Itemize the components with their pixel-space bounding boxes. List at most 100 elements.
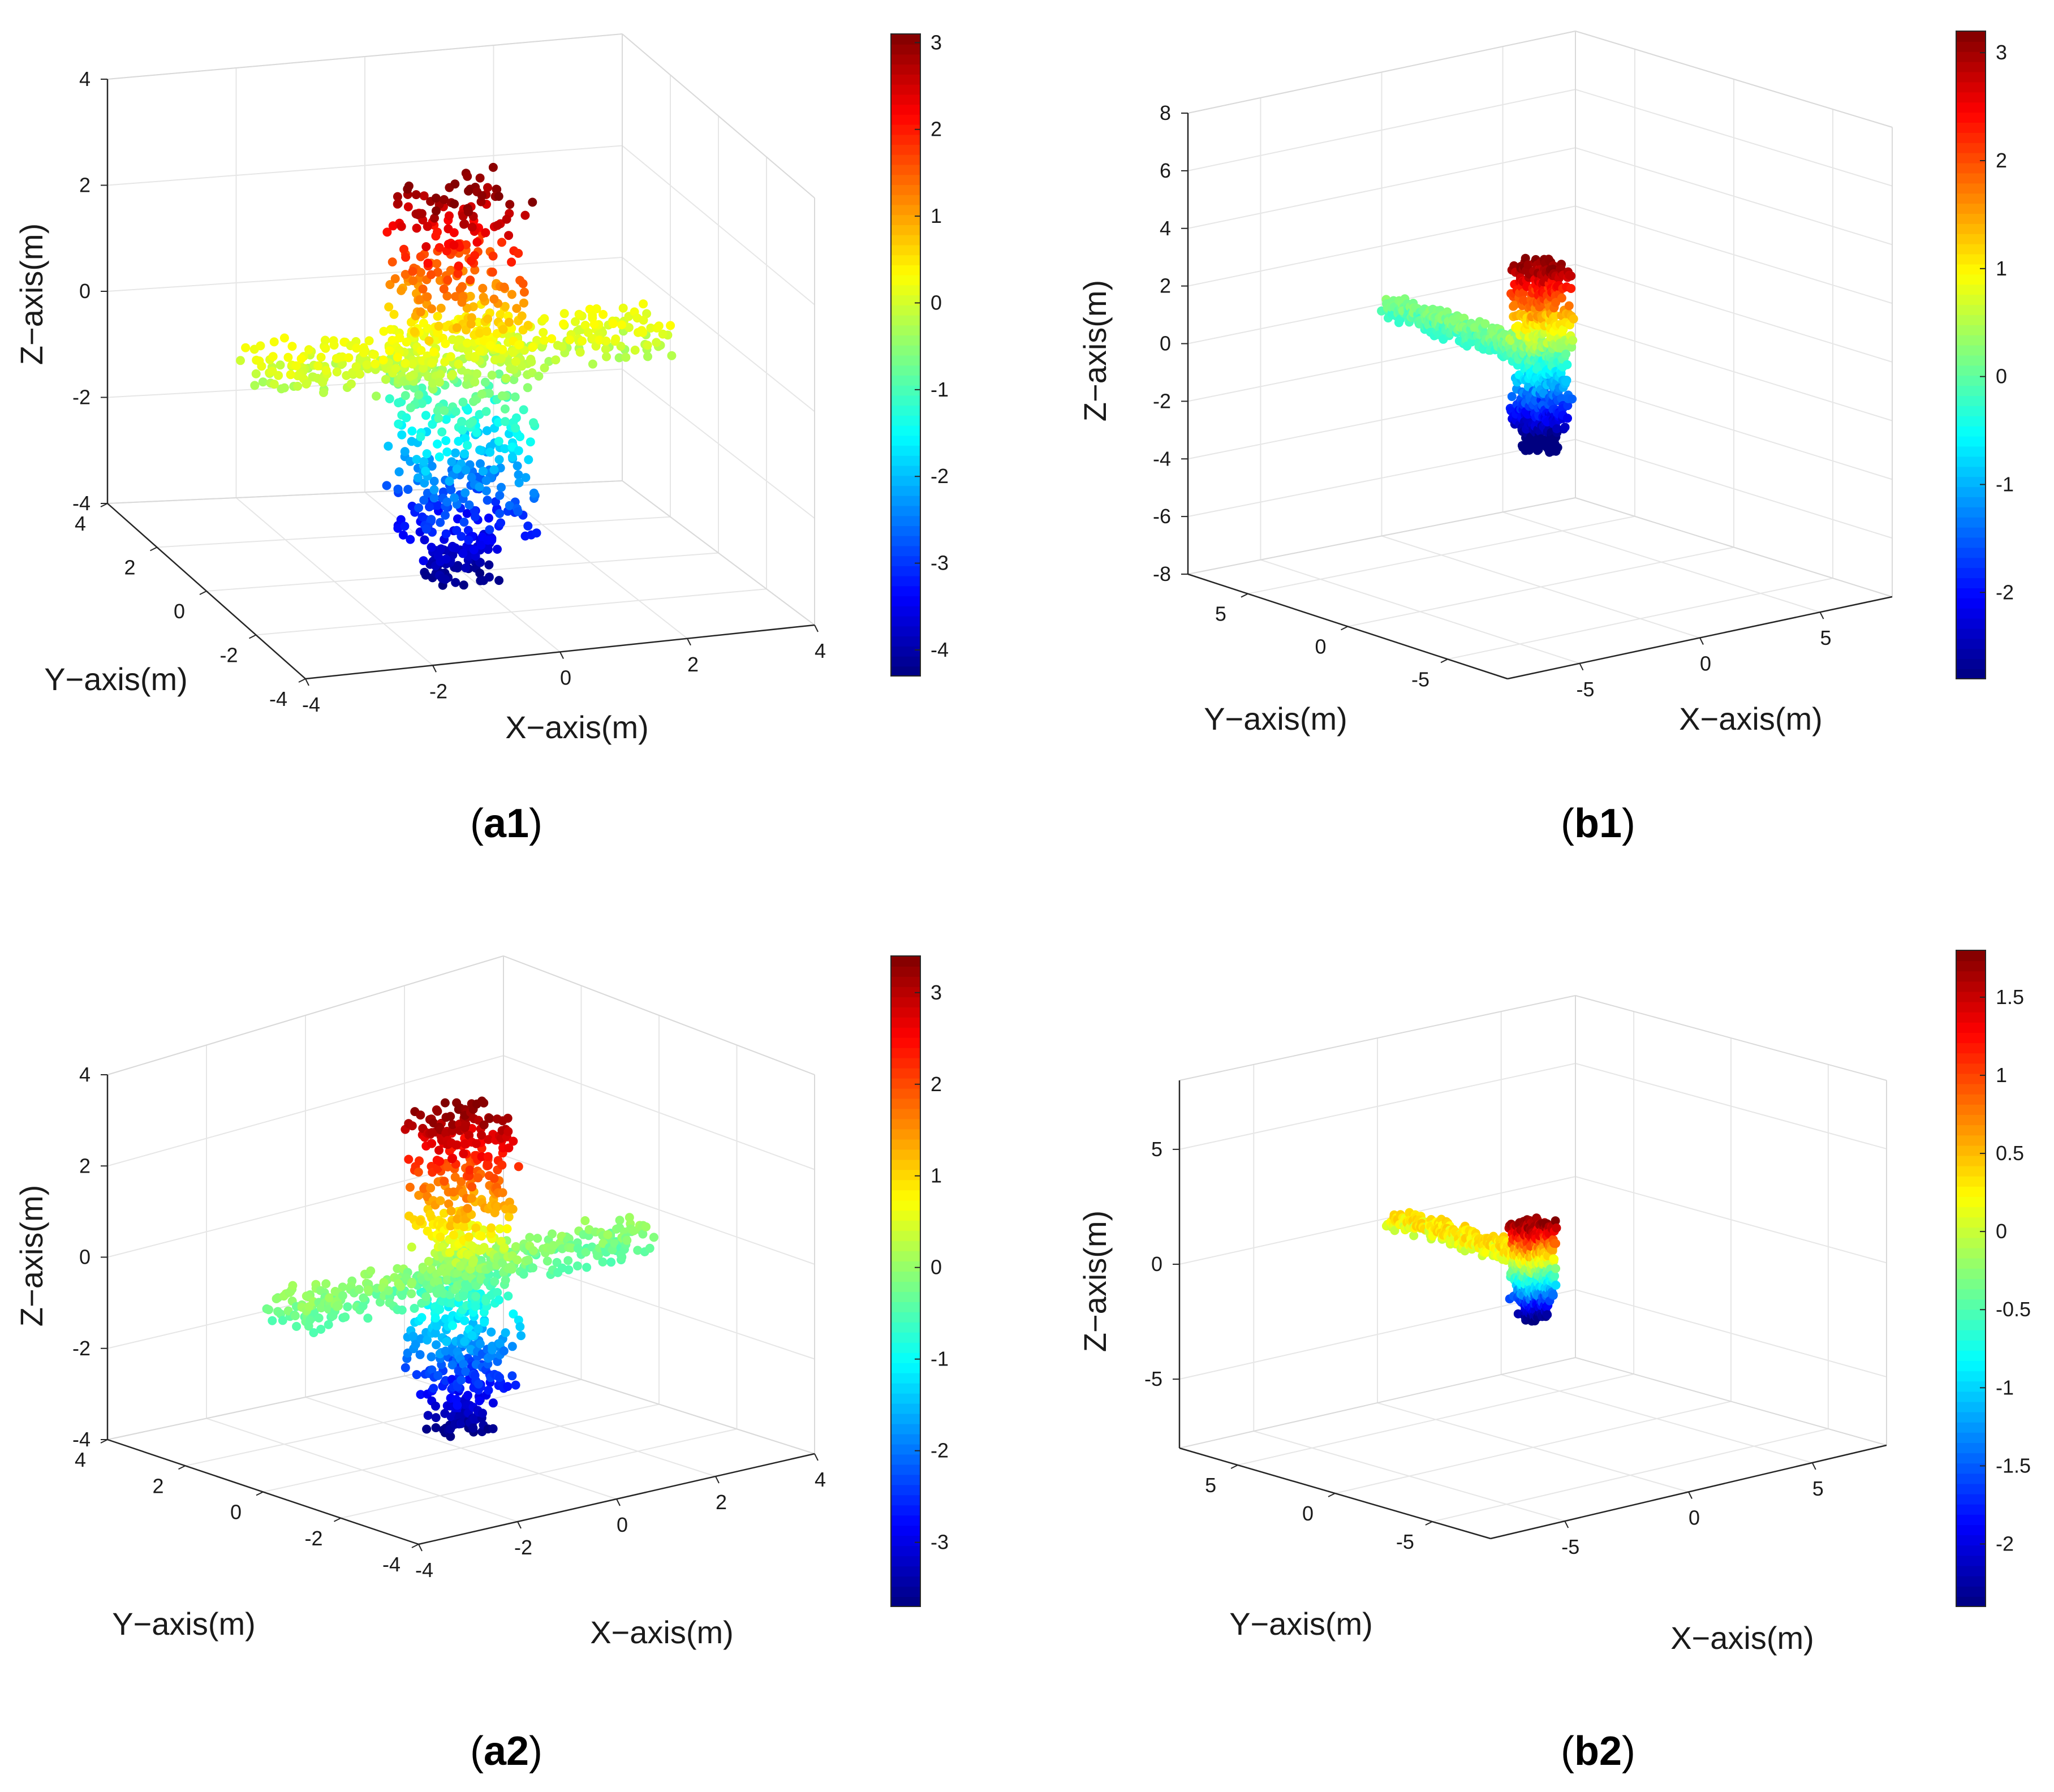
data-point bbox=[488, 251, 498, 261]
data-point bbox=[397, 430, 407, 440]
data-point bbox=[476, 1274, 486, 1284]
data-point bbox=[440, 195, 449, 204]
data-point bbox=[292, 1321, 302, 1331]
y-axis-label: Y−axis(m) bbox=[112, 1606, 256, 1642]
data-point bbox=[1551, 1264, 1561, 1273]
data-point bbox=[598, 309, 608, 319]
data-point bbox=[319, 388, 328, 397]
colorbar-segment bbox=[891, 34, 920, 45]
colorbar-segment bbox=[1956, 1247, 1986, 1259]
panel-caption: (a2) bbox=[470, 1729, 542, 1774]
colorbar-segment bbox=[891, 996, 920, 1007]
data-point bbox=[467, 256, 476, 266]
colorbar-segment bbox=[1956, 92, 1986, 103]
data-point bbox=[468, 1258, 477, 1268]
colorbar-segment bbox=[1956, 81, 1986, 93]
data-point bbox=[652, 338, 661, 347]
data-point bbox=[431, 193, 441, 203]
data-point bbox=[400, 447, 410, 456]
y-tick bbox=[178, 1465, 186, 1470]
data-point bbox=[564, 1265, 574, 1274]
y-tick-label: 4 bbox=[75, 512, 86, 535]
colorbar-segment bbox=[1956, 1514, 1986, 1525]
data-point bbox=[251, 369, 261, 378]
colorbar-segment bbox=[1956, 1022, 1986, 1033]
data-point bbox=[442, 447, 452, 456]
y-tick-label: 5 bbox=[1205, 1474, 1216, 1497]
y-tick bbox=[1425, 1521, 1433, 1526]
colorbar-segment bbox=[891, 1393, 920, 1404]
data-point bbox=[421, 1292, 431, 1302]
colorbar-segment bbox=[1956, 1309, 1986, 1320]
data-point bbox=[427, 1352, 436, 1362]
x-tick-label: -5 bbox=[1576, 678, 1594, 701]
data-point bbox=[417, 209, 427, 218]
colorbar-segment bbox=[891, 1016, 920, 1028]
colorbar-segment bbox=[891, 194, 920, 205]
colorbar-segment bbox=[891, 395, 920, 406]
data-point bbox=[495, 1224, 505, 1234]
colorbar-tick-label: 1.5 bbox=[1996, 985, 2024, 1009]
data-point bbox=[448, 1321, 457, 1330]
panel-caption: (b1) bbox=[1561, 801, 1635, 846]
data-point bbox=[466, 319, 476, 329]
data-point bbox=[427, 462, 437, 471]
data-point bbox=[493, 545, 502, 554]
data-point bbox=[416, 268, 425, 277]
data-point bbox=[393, 192, 402, 201]
data-point bbox=[504, 1212, 514, 1222]
colorbar-segment bbox=[1956, 294, 1986, 305]
data-point bbox=[417, 1313, 427, 1323]
data-point bbox=[432, 259, 442, 269]
colorbar-segment bbox=[891, 1078, 920, 1089]
data-point bbox=[540, 314, 549, 324]
data-point bbox=[427, 358, 437, 368]
data-point bbox=[414, 503, 424, 512]
grid-line bbox=[1575, 1176, 1887, 1264]
y-tick-label: -4 bbox=[269, 687, 287, 710]
data-point bbox=[441, 575, 450, 584]
data-point bbox=[407, 317, 416, 327]
colorbar-segment bbox=[1956, 1299, 1986, 1310]
grid-line bbox=[1187, 438, 1576, 518]
data-point bbox=[507, 1264, 516, 1274]
colorbar-segment bbox=[891, 174, 920, 186]
colorbar-segment bbox=[891, 636, 920, 647]
colorbar-segment bbox=[891, 615, 920, 627]
data-point bbox=[385, 394, 394, 403]
data-point bbox=[1550, 1271, 1560, 1281]
colorbar-segment bbox=[1956, 1196, 1986, 1208]
colorbar-segment bbox=[891, 54, 920, 65]
y-tick-label: -2 bbox=[304, 1527, 322, 1550]
data-point bbox=[463, 171, 472, 181]
data-point bbox=[441, 1314, 450, 1324]
data-point bbox=[436, 369, 445, 379]
colorbar-tick-label: -3 bbox=[931, 1531, 949, 1554]
data-point bbox=[479, 1243, 489, 1252]
colorbar-segment bbox=[1956, 1104, 1986, 1115]
data-point bbox=[436, 303, 446, 313]
colorbar-segment bbox=[891, 1159, 920, 1170]
grid-line bbox=[206, 552, 719, 592]
colorbar-segment bbox=[891, 164, 920, 175]
colorbar-segment bbox=[1956, 253, 1986, 265]
data-point bbox=[504, 1143, 514, 1153]
data-point bbox=[473, 317, 483, 327]
grid-line bbox=[1575, 147, 1893, 245]
data-point bbox=[476, 540, 486, 550]
box-edge bbox=[1187, 31, 1576, 114]
colorbar-segment bbox=[891, 255, 920, 265]
data-point bbox=[462, 509, 472, 518]
data-point bbox=[479, 1120, 489, 1130]
data-point bbox=[465, 1165, 475, 1175]
data-point bbox=[441, 415, 451, 424]
data-point bbox=[433, 1371, 443, 1380]
data-point bbox=[643, 352, 652, 361]
z-tick-label: 8 bbox=[1160, 101, 1171, 124]
data-point bbox=[387, 257, 397, 267]
colorbar-segment bbox=[1956, 41, 1986, 52]
colorbar-segment bbox=[1956, 1165, 1986, 1177]
colorbar-segment bbox=[1956, 1093, 1986, 1105]
y-tick-label: 2 bbox=[152, 1474, 163, 1497]
colorbar-segment bbox=[891, 274, 920, 286]
